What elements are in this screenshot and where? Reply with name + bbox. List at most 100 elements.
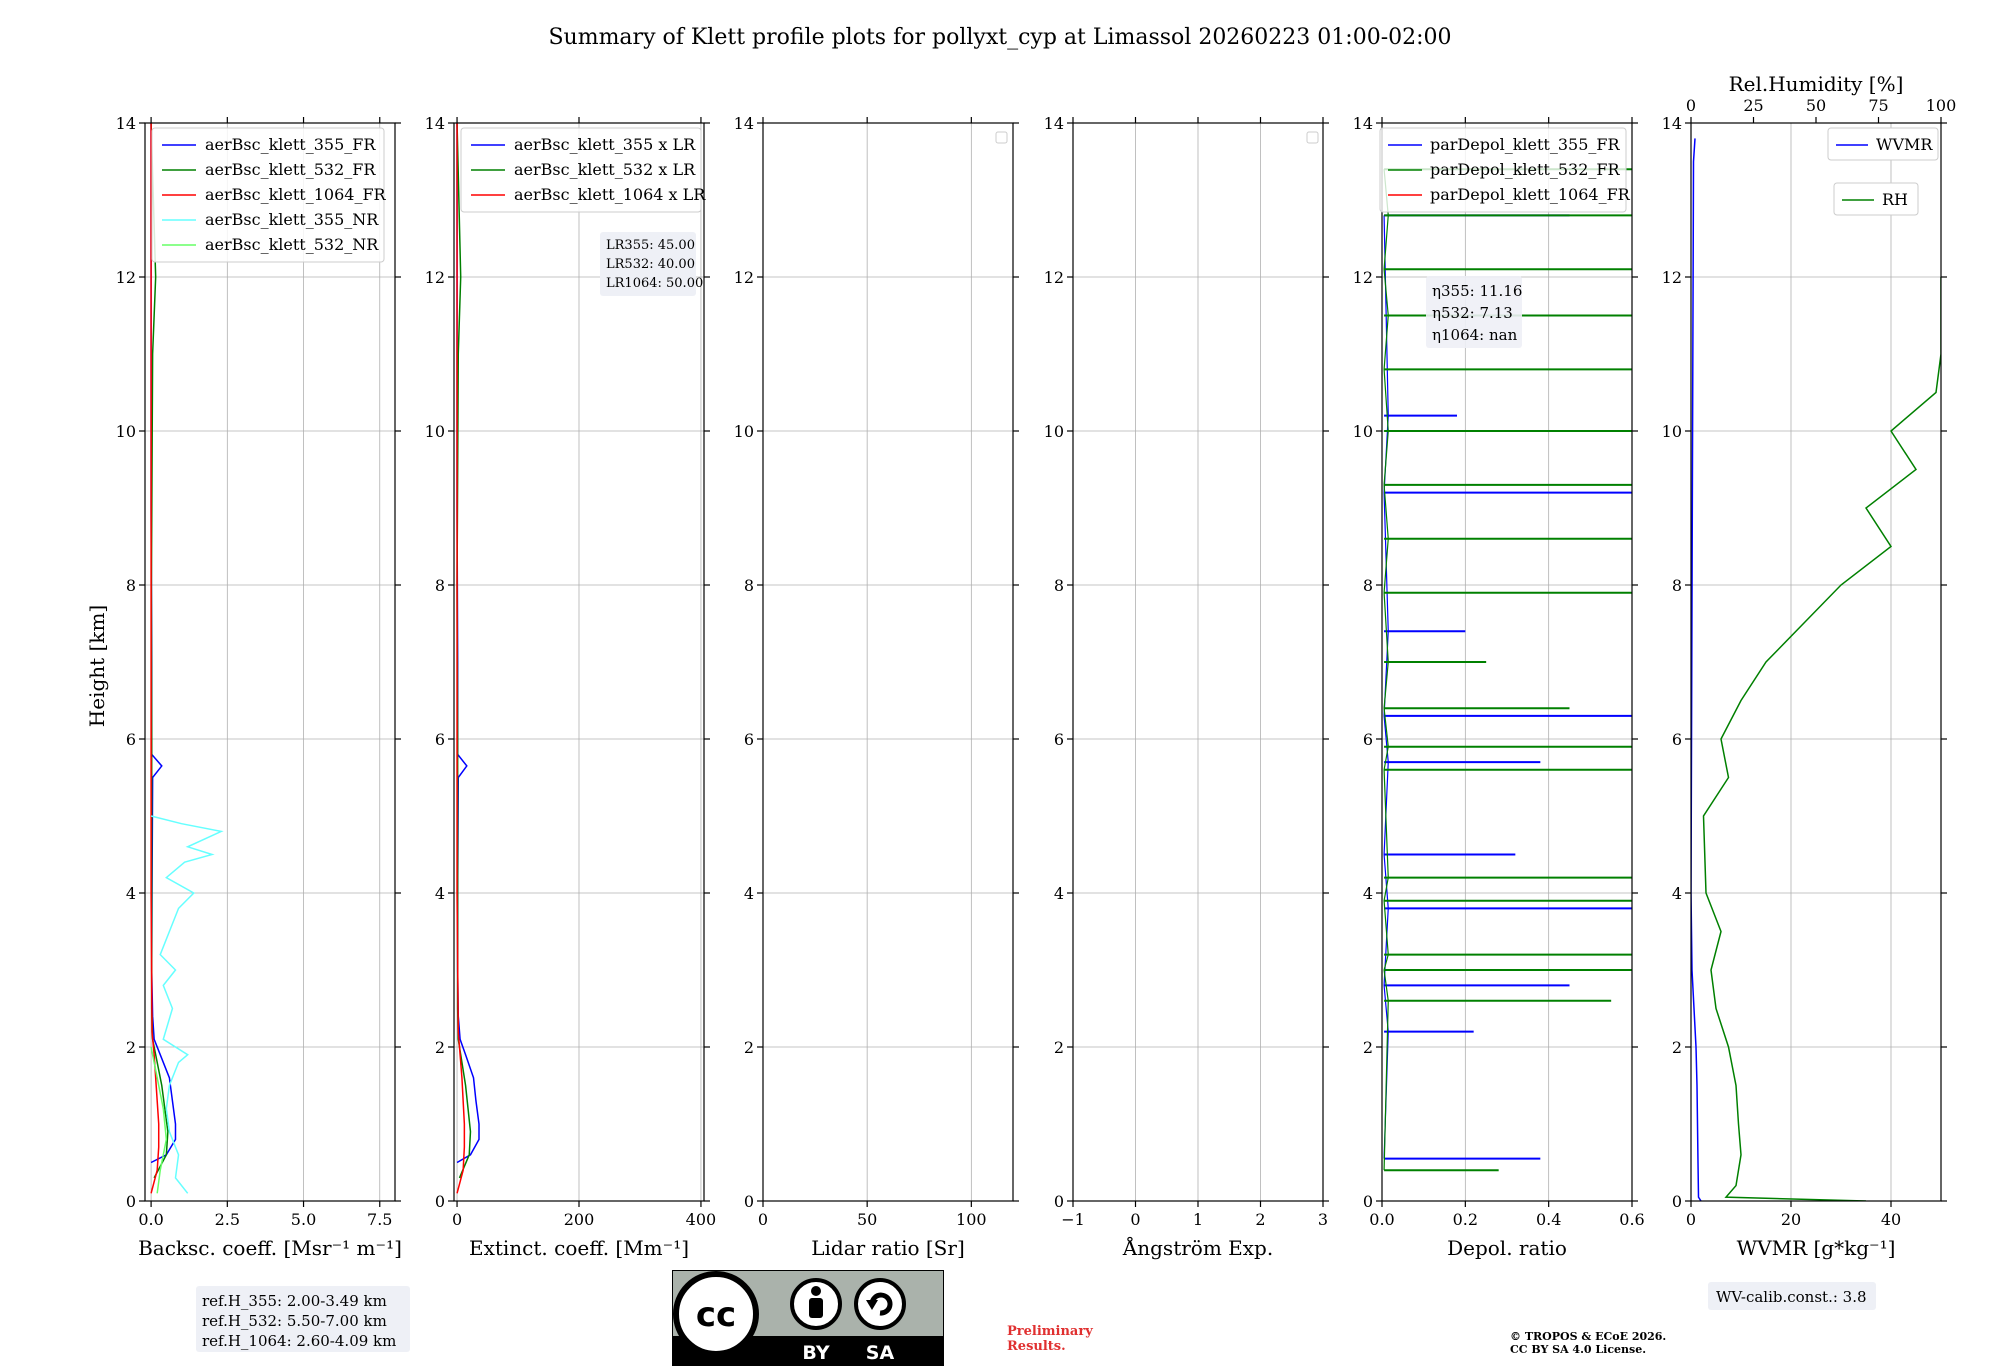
x-axis-label: Extinct. coeff. [Mm⁻¹] (469, 1236, 689, 1260)
y-tick-label: 6 (744, 730, 754, 749)
cc-by-sa-badge: cc BY SA (672, 1270, 944, 1366)
y-tick-label: 0 (1363, 1192, 1373, 1211)
ref-height-355: ref.H_355: 2.00-3.49 km (202, 1292, 387, 1310)
y-tick-label: 6 (435, 730, 445, 749)
y-tick-label: 12 (1353, 268, 1373, 287)
plot-area-backscatter (145, 123, 395, 1201)
plot-area-wvmr (1691, 123, 1941, 1201)
y-tick-label: 6 (1054, 730, 1064, 749)
y-tick-label: 0 (1054, 1192, 1064, 1211)
legend-label: aerBsc_klett_355_NR (205, 210, 379, 229)
x-axis-label: Backsc. coeff. [Msr⁻¹ m⁻¹] (138, 1236, 402, 1260)
y-tick-label: 14 (1353, 114, 1373, 133)
annotation-eta1064: η1064: nan (1432, 326, 1518, 344)
legend-extinction: aerBsc_klett_355 x LR aerBsc_klett_532 x… (460, 127, 706, 213)
y-tick-label: 8 (744, 576, 754, 595)
top-x-tick-label: 50 (1806, 96, 1826, 115)
y-tick-label: 4 (744, 884, 754, 903)
x-tick-label: 2 (1255, 1210, 1265, 1229)
annotation-eta355: η355: 11.16 (1432, 282, 1522, 300)
plot-area-extinction (454, 123, 704, 1201)
legend-label: aerBsc_klett_532 x LR (514, 160, 696, 179)
y-tick-label: 0 (744, 1192, 754, 1211)
y-tick-label: 4 (1363, 884, 1373, 903)
legend-label: WVMR (1876, 135, 1933, 154)
x-tick-label: 0 (758, 1210, 768, 1229)
y-tick-label: 12 (116, 268, 136, 287)
annotation-lr532: LR532: 40.00 (606, 257, 695, 272)
y-tick-label: 10 (1662, 422, 1682, 441)
empty-legend-lidar-ratio (995, 131, 1008, 144)
legend-label: aerBsc_klett_532_NR (205, 235, 379, 254)
legend-wvmr: WVMR (1827, 127, 1939, 161)
panel-extinction (454, 123, 704, 1201)
y-tick-label: 4 (1672, 884, 1682, 903)
legend-label: aerBsc_klett_1064 x LR (514, 185, 706, 204)
depol-eta-annotation: η355: 11.16 η532: 7.13 η1064: nan (1426, 276, 1522, 348)
y-tick-label: 12 (1662, 268, 1682, 287)
x-tick-label: 0 (1686, 1210, 1696, 1229)
legend-backscatter: aerBsc_klett_355_FR aerBsc_klett_532_FR … (151, 127, 387, 263)
empty-legend-angstrom (1306, 131, 1319, 144)
x-tick-label: 5.0 (291, 1210, 316, 1229)
legend-rh: RH (1833, 182, 1919, 216)
x-tick-label: 0.0 (1369, 1210, 1394, 1229)
y-tick-label: 8 (1363, 576, 1373, 595)
y-tick-label: 6 (1672, 730, 1682, 749)
x-axis-label: Ångström Exp. (1122, 1235, 1273, 1260)
cc-letters: cc (696, 1295, 736, 1335)
y-tick-label: 2 (1672, 1038, 1682, 1057)
sa-label: SA (866, 1342, 895, 1364)
y-tick-label: 2 (126, 1038, 136, 1057)
x-tick-label: 400 (686, 1210, 717, 1229)
y-tick-label: 4 (126, 884, 136, 903)
x-tick-label: 100 (956, 1210, 987, 1229)
attribution-head (811, 1286, 821, 1296)
panel-lidar-ratio (763, 123, 1013, 1201)
panel-wvmr (1691, 123, 1941, 1201)
x-tick-label: 3 (1318, 1210, 1328, 1229)
x-tick-label: 7.5 (367, 1210, 392, 1229)
legend-label: parDepol_klett_1064_FR (1430, 185, 1631, 204)
annotation-lr355: LR355: 45.00 (606, 238, 695, 253)
by-label: BY (802, 1342, 829, 1364)
y-tick-label: 12 (734, 268, 754, 287)
y-tick-label: 0 (1672, 1192, 1682, 1211)
axes-frame (762, 122, 1014, 1202)
panel-backscatter (145, 123, 395, 1201)
y-tick-label: 0 (126, 1192, 136, 1211)
y-tick-label: 10 (116, 422, 136, 441)
y-tick-label: 4 (1054, 884, 1064, 903)
x-tick-label: 0.6 (1619, 1210, 1644, 1229)
x-tick-label: 50 (857, 1210, 877, 1229)
x-tick-label: 0.2 (1453, 1210, 1478, 1229)
x-axis-label: Depol. ratio (1447, 1236, 1567, 1260)
results-label: Results. (1007, 1339, 1066, 1354)
ref-height-532: ref.H_532: 5.50-7.00 km (202, 1312, 387, 1330)
x-tick-label: 1 (1193, 1210, 1203, 1229)
y-tick-label: 2 (1054, 1038, 1064, 1057)
legend-label: aerBsc_klett_355_FR (205, 135, 376, 154)
plot-area-angstrom (1073, 123, 1323, 1201)
preliminary-label: Preliminary (1007, 1324, 1093, 1339)
legend-label: aerBsc_klett_1064_FR (205, 185, 387, 204)
top-x-tick-label: 75 (1868, 96, 1888, 115)
panel-angstrom (1073, 123, 1323, 1201)
share-alike-arc (869, 1292, 893, 1316)
axes-frame (1690, 122, 1942, 1202)
y-tick-label: 14 (116, 114, 136, 133)
x-tick-label: −1 (1061, 1210, 1085, 1229)
share-alike-icon (854, 1278, 906, 1330)
y-tick-label: 2 (744, 1038, 754, 1057)
legend-label: aerBsc_klett_355 x LR (514, 135, 696, 154)
x-tick-label: 0 (1130, 1210, 1140, 1229)
reference-heights-box: ref.H_355: 2.00-3.49 km ref.H_532: 5.50-… (196, 1286, 410, 1352)
y-axis-label: Height [km] (85, 605, 109, 727)
y-tick-label: 10 (1353, 422, 1373, 441)
plot-area-lidar-ratio (763, 123, 1013, 1201)
series-line (150, 123, 169, 1179)
top-x-axis-label: Rel.Humidity [%] (1729, 72, 1904, 96)
copyright-line: © TROPOS & ECoE 2026. (1510, 1330, 1666, 1343)
x-tick-label: 0.0 (138, 1210, 163, 1229)
